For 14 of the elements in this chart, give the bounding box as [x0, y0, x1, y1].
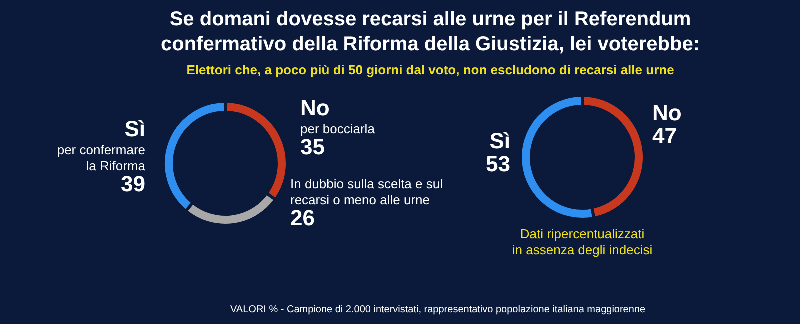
slice-label: Sì per confermare la Riforma: [57, 116, 146, 174]
data-label: 35: [300, 134, 325, 160]
data-label: 39: [121, 172, 146, 196]
chart-title: Se domani dovesse recarsi alle urne per il Referendum confermativo della Riforma della Giustizia, lei voterebbe:: [160, 8, 700, 56]
slice-label: Sì: [490, 128, 511, 154]
data-label: 26: [290, 206, 315, 230]
text: Dati ripercentualizzati in assenza degli indecisi: [512, 226, 653, 258]
slice-label: No per bocciarla: [300, 96, 376, 136]
text: VALORI % - Campione di 2.000 intervistati, rappresentativo popolazione italiana maggiorenne: [230, 304, 646, 316]
data-label: 47: [652, 124, 677, 148]
slice-label: In dubbio sulla scelta e sul recarsi o meno alle urne: [290, 176, 444, 208]
data-label: 53: [486, 152, 511, 176]
slice-label: No: [652, 100, 682, 126]
chart-subtitle: Elettori che, a poco più di 50 giorni dal voto, non escludono di recarsi alle urne: [186, 62, 674, 78]
